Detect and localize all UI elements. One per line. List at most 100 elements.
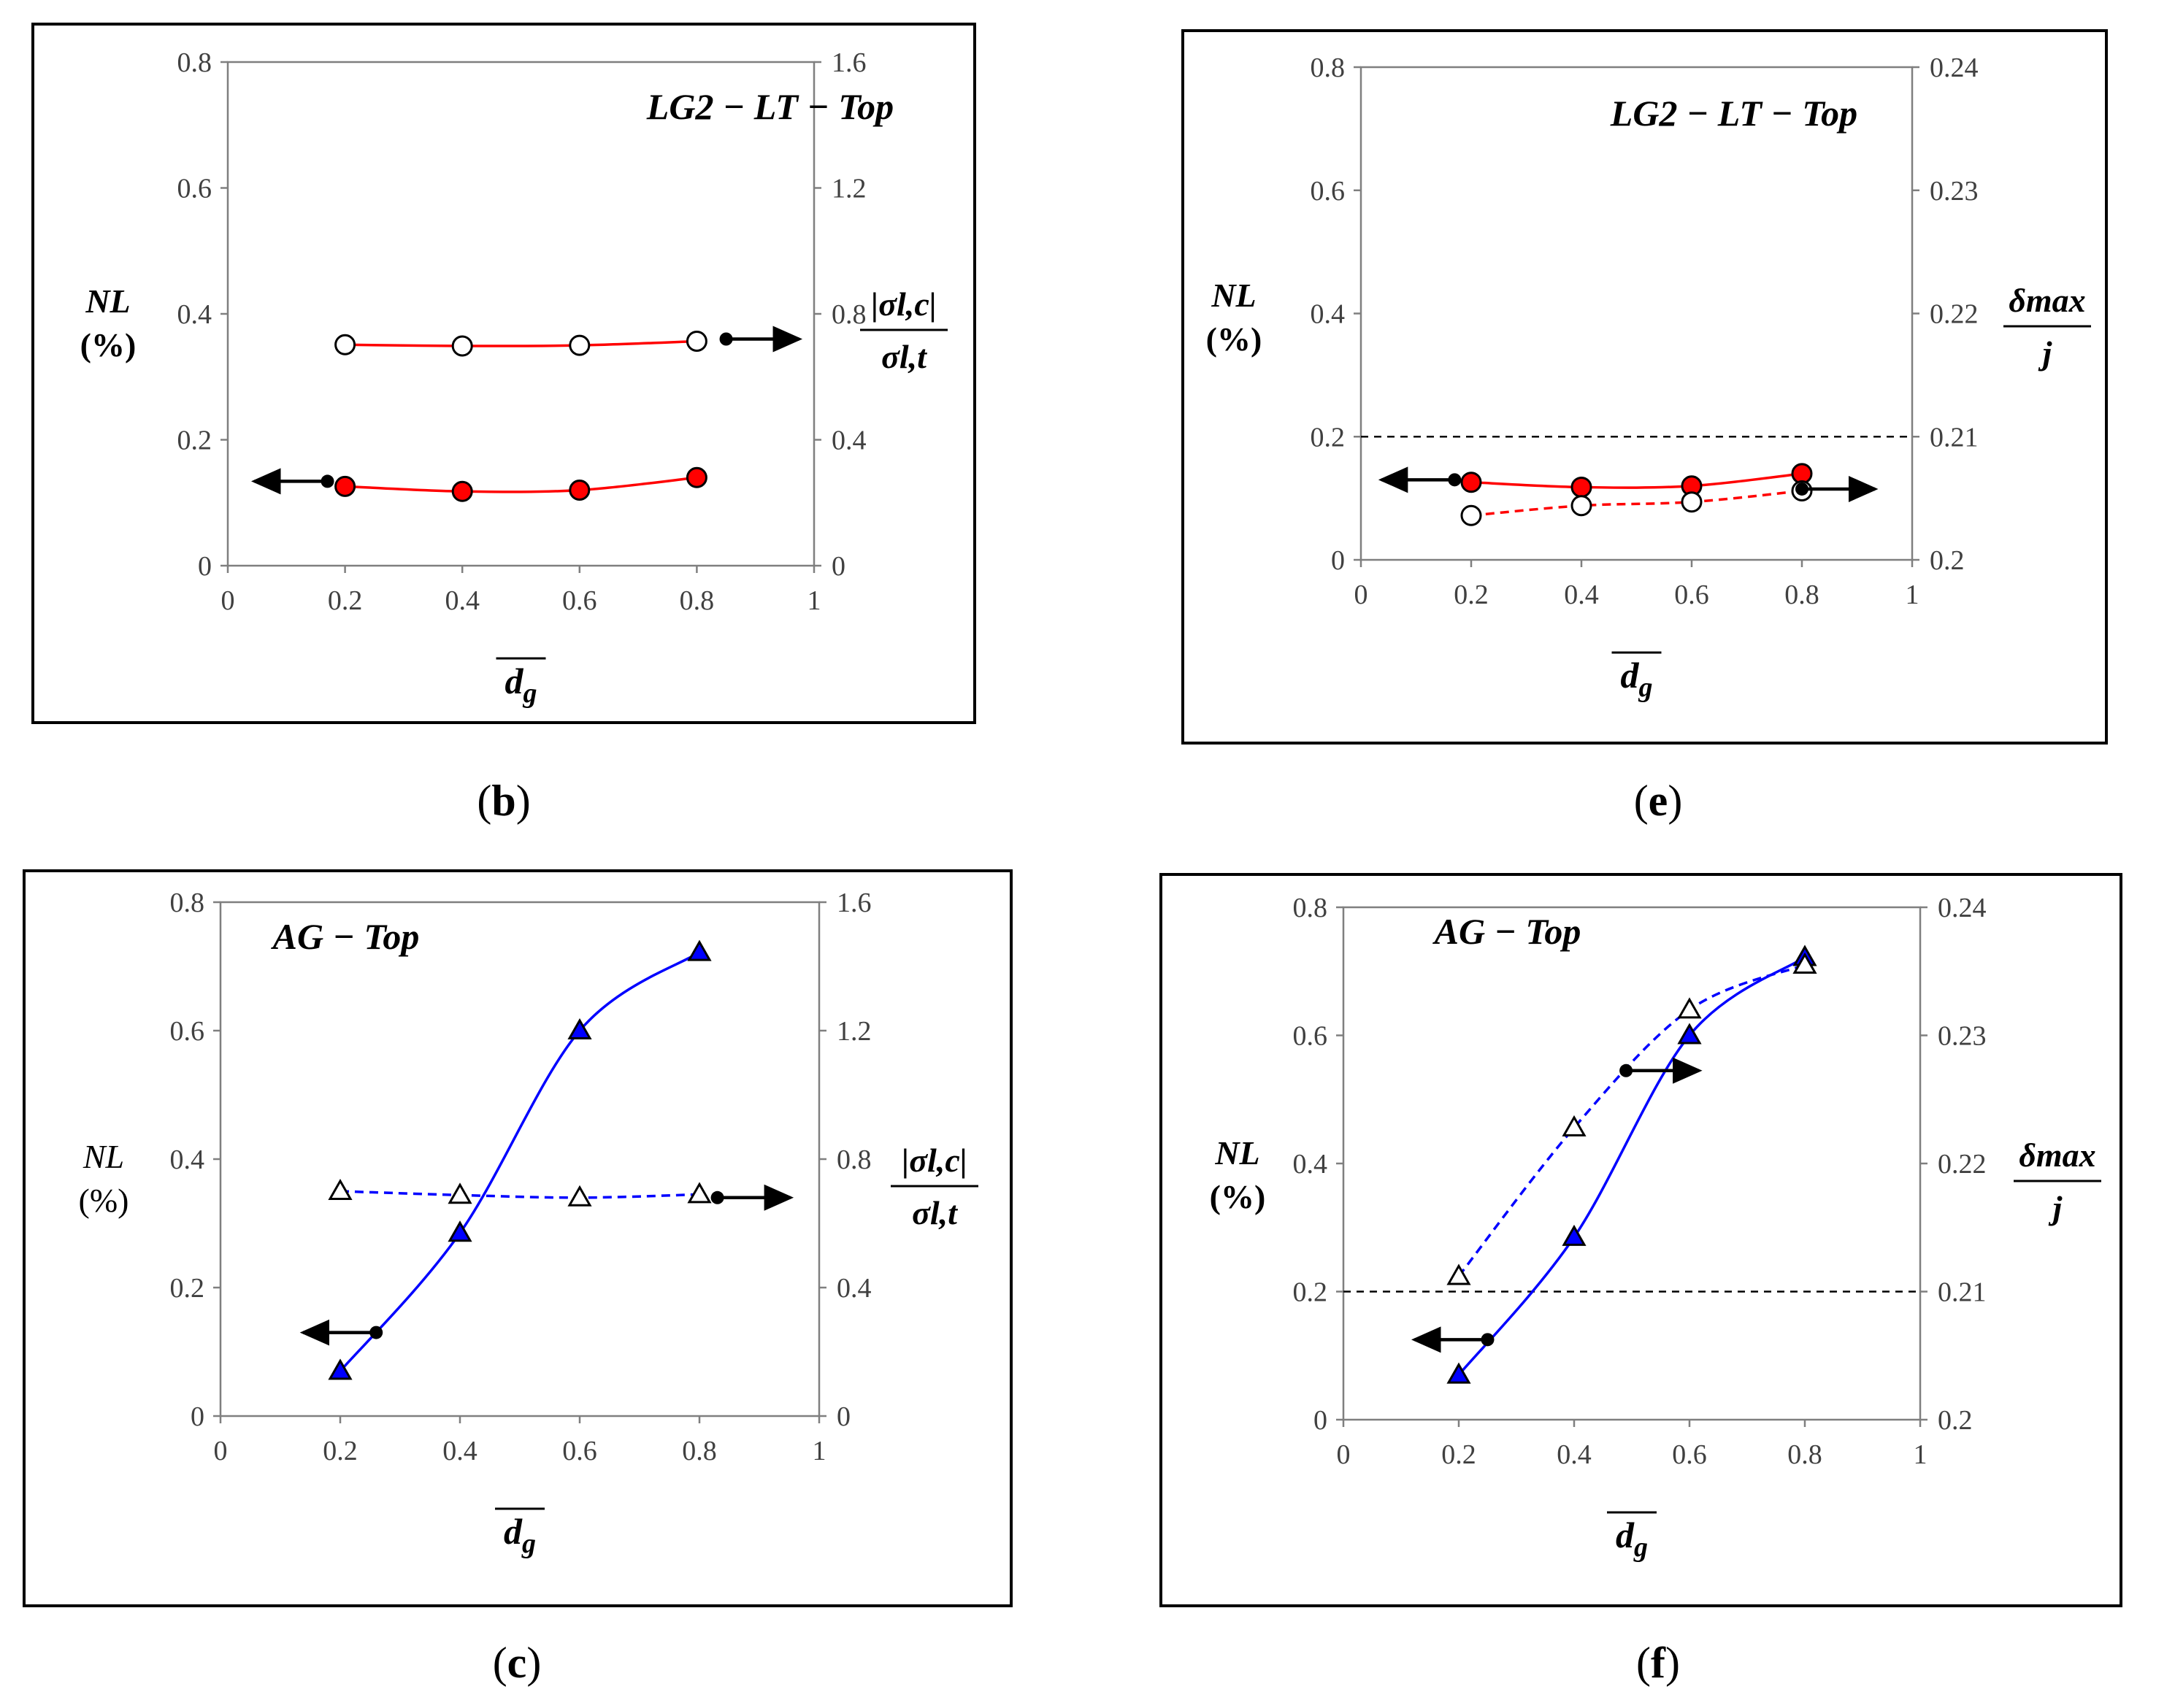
x-axis-label-sub: g bbox=[521, 1528, 536, 1559]
data-point bbox=[328, 1358, 353, 1380]
y2-tick-label: 1.2 bbox=[832, 174, 867, 204]
chart-title: LG2 − LT − Top bbox=[646, 86, 894, 127]
x-tick-label: 0.2 bbox=[1454, 580, 1489, 610]
x-axis-label: dg bbox=[1621, 655, 1653, 703]
y2-tick-label: 0.23 bbox=[1930, 176, 1979, 207]
data-point bbox=[1791, 463, 1813, 485]
panel-caption: (c) bbox=[493, 1639, 542, 1687]
x-axis-label: dg bbox=[504, 1511, 536, 1559]
y-tick-label: 0.6 bbox=[1311, 176, 1346, 207]
y-tick-label: 0.6 bbox=[1293, 1021, 1328, 1052]
y2-tick-label: 0.23 bbox=[1938, 1021, 1987, 1052]
data-point bbox=[328, 1178, 353, 1200]
y2-tick-label: 0.2 bbox=[1930, 545, 1965, 576]
x-tick-label: 0.8 bbox=[1784, 580, 1819, 610]
series-line-0 bbox=[345, 476, 697, 493]
data-point bbox=[569, 480, 591, 501]
y-tick-label: 0.4 bbox=[177, 299, 212, 330]
chart-title: AG − Top bbox=[1432, 911, 1581, 952]
y-tick-label: 0.4 bbox=[170, 1145, 205, 1175]
data-point bbox=[567, 1185, 592, 1207]
x-tick-label: 1 bbox=[808, 585, 821, 616]
data-point bbox=[687, 939, 712, 961]
y-tick-label: 0.8 bbox=[1293, 893, 1328, 923]
y2-tick-label: 0.2 bbox=[1938, 1405, 1973, 1436]
panel-caption: (e) bbox=[1634, 777, 1683, 825]
x-axis-label: dg bbox=[505, 661, 537, 709]
x-tick-label: 0 bbox=[214, 1436, 228, 1466]
x-tick-label: 0.6 bbox=[562, 585, 597, 616]
x-axis-label-main: d bbox=[1616, 1515, 1635, 1555]
y2-axis-label-denominator: j bbox=[2038, 334, 2052, 372]
chart-title: AG − Top bbox=[271, 916, 420, 957]
y-tick-label: 0.8 bbox=[170, 888, 205, 918]
x-tick-label: 0 bbox=[1354, 580, 1368, 610]
x-tick-label: 0.8 bbox=[680, 585, 715, 616]
y-axis-unit: (%) bbox=[79, 1182, 129, 1219]
data-point bbox=[451, 335, 473, 357]
y-tick-label: 0.6 bbox=[170, 1016, 205, 1047]
y2-axis-label-denominator: j bbox=[2048, 1189, 2063, 1226]
x-tick-label: 0.6 bbox=[562, 1436, 597, 1466]
x-tick-label: 0.6 bbox=[1674, 580, 1709, 610]
x-tick-label: 0.4 bbox=[442, 1436, 477, 1466]
data-point bbox=[1792, 952, 1817, 974]
y-axis-label: NL bbox=[83, 1138, 124, 1175]
panel-caption-letter: f bbox=[1651, 1639, 1666, 1687]
y2-tick-label: 0.21 bbox=[1938, 1277, 1987, 1308]
y-tick-label: 0.8 bbox=[1311, 53, 1346, 83]
y-axis-label: NL bbox=[1211, 277, 1256, 314]
y2-tick-label: 0.21 bbox=[1930, 422, 1979, 453]
y2-tick-label: 1.6 bbox=[837, 888, 872, 918]
chart-b: 0 0.2 0.4 0.6 0.8 0 0.4 0.8 1.2 1.6 0 0.2 0.4 0.6 0.8 1… bbox=[31, 23, 976, 825]
y2-axis-label-denominator: σl,t bbox=[881, 338, 927, 375]
x-tick-label: 1 bbox=[1906, 580, 1919, 610]
y2-tick-label: 0.24 bbox=[1938, 893, 1987, 923]
x-axis-label: dg bbox=[1616, 1515, 1648, 1563]
x-axis-label-sub: g bbox=[1638, 672, 1653, 703]
y2-tick-label: 0.22 bbox=[1938, 1149, 1987, 1180]
series-line-0 bbox=[1470, 472, 1803, 489]
data-point bbox=[569, 334, 591, 356]
x-axis-label-sub: g bbox=[523, 678, 537, 709]
x-tick-label: 0.4 bbox=[1557, 1439, 1592, 1470]
panel-caption: (b) bbox=[477, 777, 530, 825]
y-axis-label: NL bbox=[85, 282, 130, 320]
chart-f: 0 0.2 0.4 0.6 0.8 0.2 0.21 0.22 0.23 0.24 0 0.2 0.4 0… bbox=[1159, 873, 2122, 1687]
y2-axis-label-numerator: δmax bbox=[2009, 282, 2085, 319]
x-axis-label-main: d bbox=[1621, 655, 1640, 696]
chart-title: LG2 − LT − Top bbox=[1610, 93, 1857, 134]
data-point bbox=[1570, 495, 1592, 517]
data-point bbox=[686, 466, 707, 488]
panel-frame bbox=[31, 23, 976, 724]
y-axis-label: NL bbox=[1214, 1134, 1259, 1172]
y-tick-label: 0 bbox=[1331, 545, 1345, 576]
panel-frame bbox=[23, 869, 1013, 1607]
y2-axis-label-numerator: |σl,c| bbox=[902, 1142, 967, 1179]
y2-tick-label: 0.4 bbox=[832, 426, 867, 456]
data-point bbox=[1562, 1224, 1587, 1246]
series-line-0 bbox=[1457, 955, 1806, 1376]
data-point bbox=[448, 1220, 472, 1242]
chart-c: 0 0.2 0.4 0.6 0.8 0 0.4 0.8 1.2 1.6 0 0.2 0.4 0.6 0.8 1… bbox=[23, 869, 1013, 1687]
panel-caption: (f) bbox=[1636, 1639, 1680, 1687]
panel-caption-open: ( bbox=[477, 777, 491, 825]
x-tick-label: 0.2 bbox=[328, 585, 363, 616]
y-tick-label: 0 bbox=[198, 551, 212, 582]
plot-area bbox=[219, 901, 821, 1417]
data-point bbox=[334, 475, 356, 497]
chart-e: 0 0.2 0.4 0.6 0.8 0.2 0.21 0.22 0.23 0.24 0 0.2 0.4 0… bbox=[1181, 29, 2108, 825]
plot-area bbox=[1359, 66, 1914, 561]
panel-caption-letter: c bbox=[507, 1639, 527, 1687]
panel-frame bbox=[1159, 873, 2122, 1607]
data-point bbox=[448, 1182, 472, 1204]
y-axis-unit: (%) bbox=[1206, 320, 1262, 358]
data-point bbox=[1460, 504, 1482, 526]
x-axis-label-sub: g bbox=[1633, 1532, 1648, 1563]
y2-tick-label: 0.8 bbox=[832, 299, 867, 330]
x-axis-label-main: d bbox=[504, 1511, 523, 1552]
y2-tick-label: 1.2 bbox=[837, 1016, 872, 1047]
data-point bbox=[1446, 1362, 1471, 1384]
y2-axis-label-numerator: δmax bbox=[2019, 1136, 2095, 1174]
